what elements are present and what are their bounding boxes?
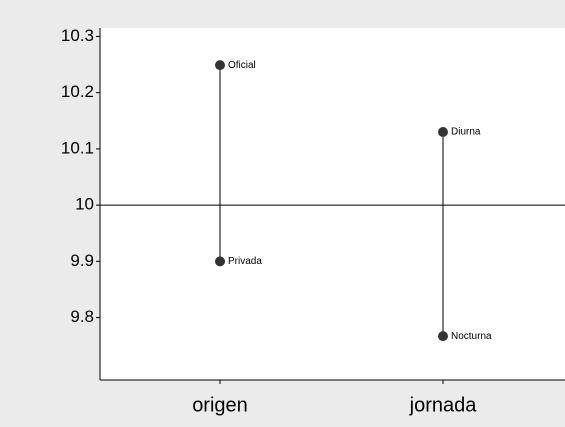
y-tick-label: 10.2 [61,82,94,101]
y-tick-label: 10.1 [61,138,94,157]
point [438,331,448,342]
point-label: Privada [228,256,262,267]
plot-panel [100,28,565,380]
point [215,256,225,267]
point-label: Oficial [228,60,256,71]
point-label: Nocturna [451,331,492,342]
y-tick-label: 9.8 [70,307,94,326]
x-tick-label: jornada [409,394,478,416]
y-tick-label: 10.3 [61,26,94,45]
point [438,127,448,138]
y-tick-label: 9.9 [70,251,94,270]
x-tick-label: origen [192,394,248,416]
point [215,60,225,71]
point-label: Diurna [451,127,481,138]
y-tick-label: 10 [75,195,94,214]
